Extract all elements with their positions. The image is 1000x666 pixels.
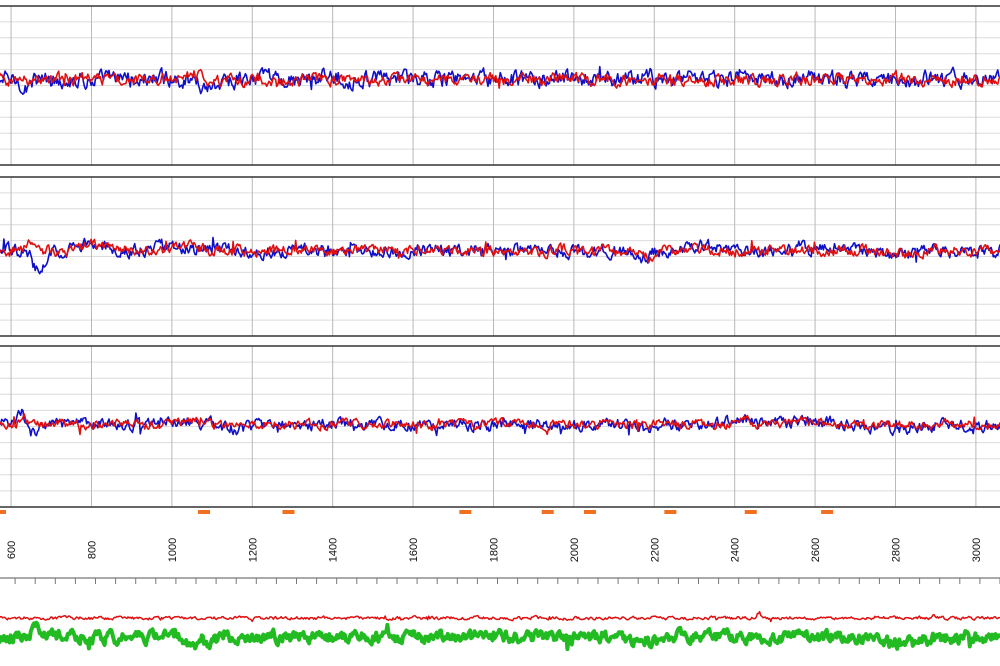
x-tick-label: 1200 <box>247 538 259 562</box>
event-marker <box>0 510 6 514</box>
x-tick-label: 1600 <box>408 538 420 562</box>
event-markers <box>0 510 834 514</box>
event-marker <box>459 510 472 514</box>
x-tick-label: 3000 <box>971 538 983 562</box>
chart-panel-3 <box>0 345 1000 508</box>
series-line-red <box>0 238 1000 263</box>
bottom-traces <box>0 577 1000 652</box>
event-marker <box>821 510 834 514</box>
event-marker <box>282 510 295 514</box>
x-tick-label: 2400 <box>730 538 742 562</box>
x-tick-label: 1400 <box>328 538 340 562</box>
panels-layer <box>0 5 1000 508</box>
event-marker <box>583 510 596 514</box>
bottom-trace-red <box>0 610 1000 623</box>
x-tick-label: 1800 <box>488 538 500 562</box>
event-marker <box>541 510 554 514</box>
x-tick-label: 2200 <box>649 538 661 562</box>
series-line-red <box>0 68 1000 89</box>
chart-panel-2 <box>0 176 1000 337</box>
x-tick-label: 2800 <box>890 538 902 562</box>
series-line-red <box>0 413 1000 436</box>
x-axis: 600 800 1000 1200 1400 1600 1800 2000 2200 2400 26… <box>6 538 983 562</box>
x-tick-label: 2000 <box>569 538 581 562</box>
x-tick-label: 2600 <box>810 538 822 562</box>
x-tick-label: 600 <box>6 541 18 559</box>
event-marker <box>664 510 677 514</box>
x-tick-label: 1000 <box>167 538 179 562</box>
chart-panel-1 <box>0 5 1000 166</box>
x-tick-label: 800 <box>86 541 98 559</box>
event-marker <box>744 510 757 514</box>
series-line-blue <box>0 408 1000 437</box>
bottom-trace-green <box>0 620 1000 652</box>
event-marker <box>198 510 211 514</box>
